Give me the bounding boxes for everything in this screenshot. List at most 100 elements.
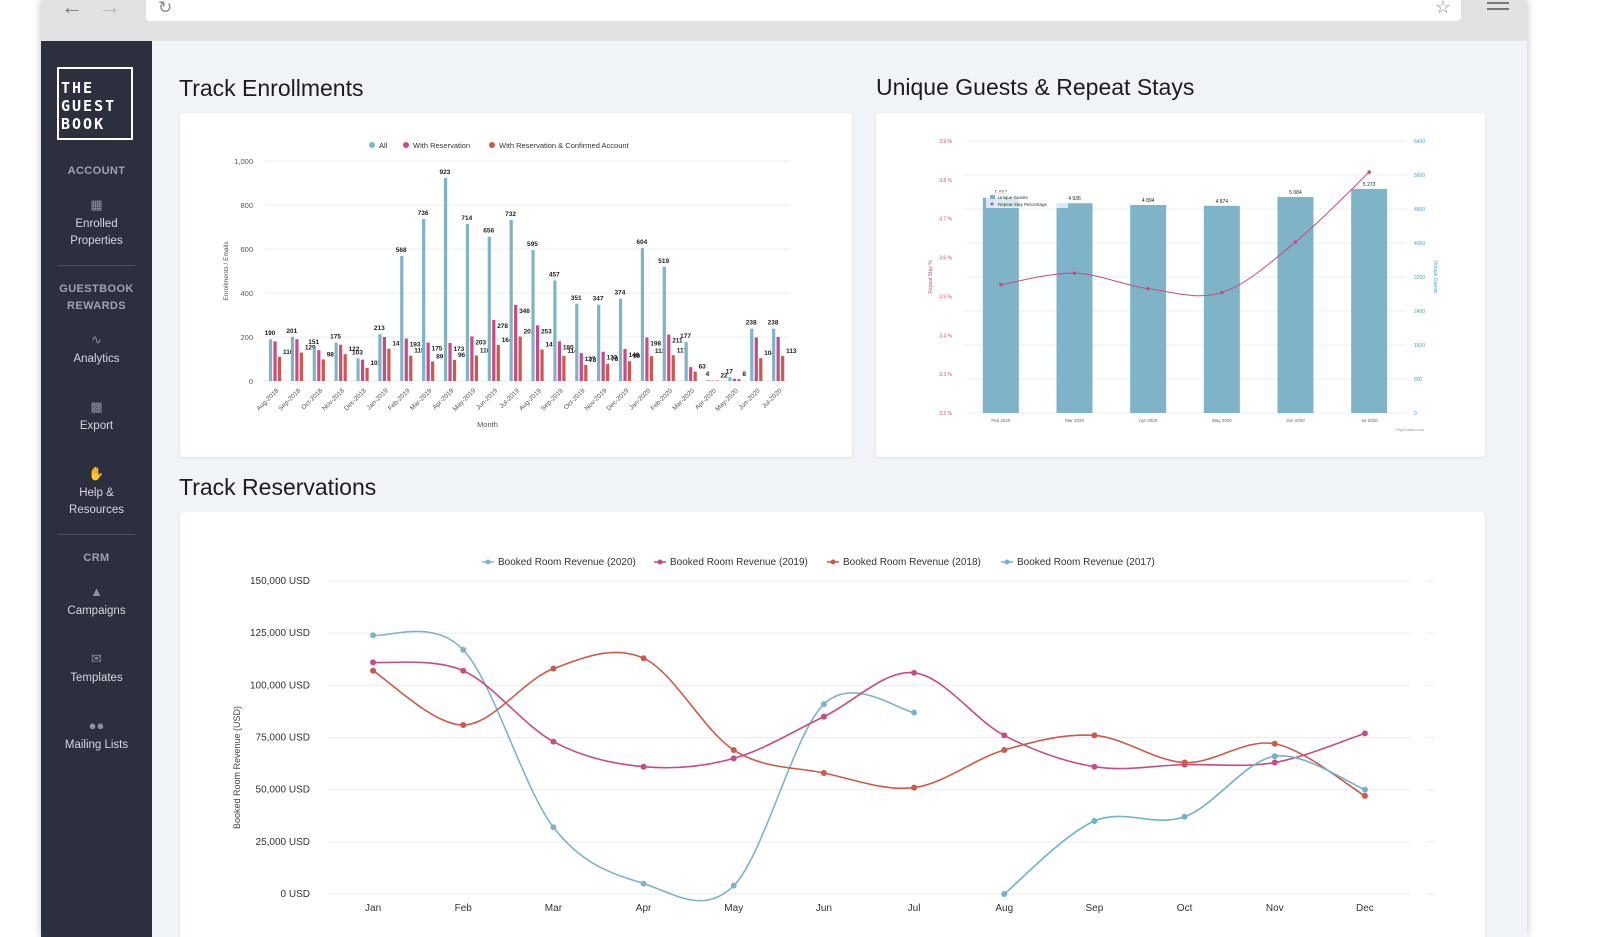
sidebar-item-label: Export xyxy=(79,420,114,432)
forward-arrow-icon[interactable]: → xyxy=(99,0,121,19)
data-label: 114 xyxy=(567,348,578,355)
bar xyxy=(387,348,391,381)
bar xyxy=(671,355,675,381)
address-bar[interactable]: ↻ ☆ xyxy=(146,0,1461,21)
y-axis-label: Booked Room Revenue (USD) xyxy=(232,706,242,829)
data-label: 175 xyxy=(330,334,341,341)
bar xyxy=(627,361,632,381)
back-arrow-icon[interactable]: ← xyxy=(61,0,83,19)
bar xyxy=(317,350,321,381)
x-tick-label: Jul-2020 xyxy=(761,387,784,410)
bar xyxy=(732,378,737,381)
bar xyxy=(754,337,758,381)
y-tick-label: 75,000 USD xyxy=(256,733,310,744)
data-label: 736 xyxy=(418,210,429,217)
menu-icon[interactable] xyxy=(1487,2,1509,14)
x-tick-label: Aug-2019 xyxy=(518,387,543,412)
star-icon[interactable]: ☆ xyxy=(1434,0,1451,17)
x-tick-label: May xyxy=(724,903,743,914)
bar-label: 4 936 xyxy=(1068,196,1081,202)
legend-marker xyxy=(1004,559,1010,565)
bar xyxy=(268,339,273,381)
bar xyxy=(277,356,282,381)
data-label: 190 xyxy=(265,330,276,337)
y-tick-label: 800 xyxy=(240,201,253,210)
sidebar-item-label: Templates xyxy=(70,672,123,684)
browser-toolbar: ← → ↻ ☆ xyxy=(41,0,1527,41)
legend-marker xyxy=(830,559,836,565)
line-point xyxy=(640,655,647,662)
bar xyxy=(452,359,457,381)
sidebar-item-export[interactable]: ▩ Export xyxy=(41,398,152,435)
left-tick-label: 3.8 % xyxy=(939,178,952,184)
x-tick-label: Jan xyxy=(365,903,381,914)
bar xyxy=(509,219,513,381)
sidebar-divider xyxy=(58,534,135,535)
bar xyxy=(382,337,387,381)
reservations-card: 0 USD 25,000 USD 50,000 USD 75,000 USD 100,0… xyxy=(180,512,1485,937)
x-tick-label: Aug xyxy=(995,903,1013,914)
chart-icon: ∿ xyxy=(91,332,102,347)
line-point xyxy=(550,738,557,745)
bar xyxy=(474,355,479,381)
right-tick-label: 5600 xyxy=(1414,173,1425,179)
y-tick-label: 0 USD xyxy=(281,889,310,900)
bar xyxy=(360,359,365,381)
bar xyxy=(514,304,518,381)
bar xyxy=(487,236,491,381)
data-label: 129 xyxy=(305,345,316,352)
legend-marker xyxy=(369,142,375,148)
y-tick-label: 150,000 USD xyxy=(250,576,310,587)
data-label: 110 xyxy=(283,349,294,356)
left-tick-label: 3.9 % xyxy=(939,139,952,145)
line-point xyxy=(730,755,737,762)
data-label: 17 xyxy=(726,368,734,375)
guestbook-logo[interactable]: THE GUEST BOOK xyxy=(57,67,133,140)
logo-line: BOOK xyxy=(61,115,106,133)
x-tick-label: Sep-2018 xyxy=(277,387,302,412)
data-label: 113 xyxy=(655,348,666,355)
data-label: 211 xyxy=(672,338,683,345)
logo-line: GUEST xyxy=(61,97,117,115)
y-tick-label: 400 xyxy=(240,289,253,298)
line-point xyxy=(730,747,737,754)
line-point xyxy=(640,763,647,770)
browser-window: ← → ↻ ☆ THE GUEST BOOK ACCOUNT ▦ Enrolle… xyxy=(41,0,1527,937)
logo-line: THE xyxy=(61,79,95,97)
bar xyxy=(597,304,601,381)
sidebar-item-help-resources[interactable]: ✋ Help & Resources xyxy=(41,465,152,519)
bar xyxy=(356,358,360,381)
bar xyxy=(1351,188,1388,413)
bar xyxy=(706,380,710,381)
sidebar-item-campaigns[interactable]: ▲ Campaigns xyxy=(41,583,152,620)
bar xyxy=(579,353,583,381)
y-tick-label: 200 xyxy=(240,333,253,342)
bar xyxy=(618,298,623,381)
bar xyxy=(404,338,408,381)
bar xyxy=(496,344,500,381)
reload-icon[interactable]: ↻ xyxy=(158,0,173,17)
line-point xyxy=(1293,240,1298,244)
line-point xyxy=(820,701,827,708)
right-tick-label: 2400 xyxy=(1414,309,1425,315)
left-tick-label: 3.5 % xyxy=(939,294,952,300)
sidebar-item-enrolled-properties[interactable]: ▦ Enrolled Properties xyxy=(41,196,152,250)
bar-label: 5 084 xyxy=(1289,190,1302,196)
sidebar-item-mailing-lists[interactable]: ●● Mailing Lists xyxy=(41,717,152,754)
y-tick-label: 25,000 USD xyxy=(256,837,310,848)
sidebar-item-analytics[interactable]: ∿ Analytics xyxy=(41,331,152,368)
legend-marker xyxy=(657,559,663,565)
x-tick-label: Sep xyxy=(1086,903,1104,914)
data-label: 63 xyxy=(699,364,707,371)
right-tick-label: 800 xyxy=(1414,377,1423,383)
data-label: 346 xyxy=(519,308,530,315)
data-label: 78 xyxy=(611,356,619,363)
line-point xyxy=(1361,730,1368,737)
sidebar-item-templates[interactable]: ✉ Templates xyxy=(41,650,152,687)
x-tick-label: Mar 2020 xyxy=(1065,418,1085,423)
bar xyxy=(443,177,448,381)
legend-label: With Reservation xyxy=(413,141,470,150)
data-label: 193 xyxy=(410,342,421,349)
bar xyxy=(1130,205,1167,413)
handshake-icon: ✋ xyxy=(88,466,105,481)
